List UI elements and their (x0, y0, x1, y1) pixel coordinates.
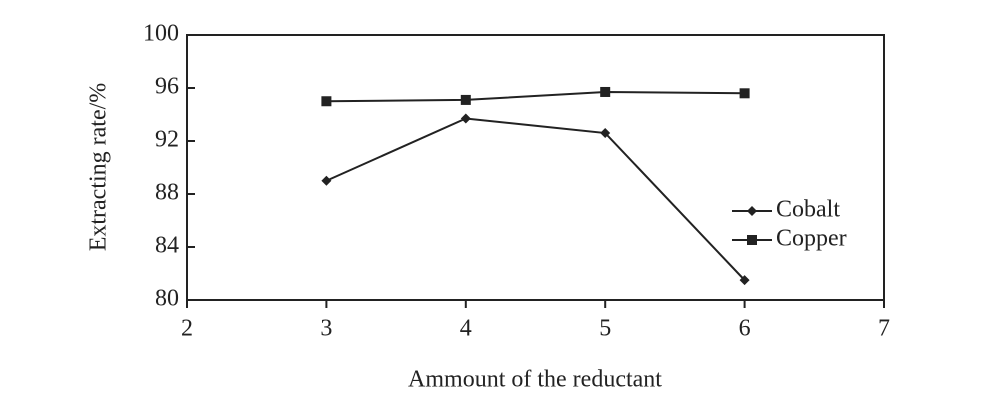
legend-marker (747, 206, 757, 216)
marker (321, 96, 332, 107)
marker (739, 88, 750, 99)
y-tick-label: 96 (155, 74, 179, 100)
legend-label: Copper (776, 226, 847, 252)
y-tick-label: 100 (143, 21, 179, 47)
x-tick-label: 4 (460, 316, 472, 342)
x-axis-label: Ammount of the reductant (408, 367, 662, 393)
series-line (325, 117, 746, 281)
x-tick-label: 5 (599, 316, 611, 342)
legend-marker (747, 235, 757, 245)
legend-label: Cobalt (776, 197, 840, 223)
x-tick-label: 3 (320, 316, 332, 342)
marker (600, 86, 611, 97)
marker (739, 275, 750, 286)
x-tick-label: 2 (181, 316, 193, 342)
y-tick-label: 92 (155, 127, 179, 153)
y-tick-label: 84 (155, 233, 179, 259)
y-tick-label: 80 (155, 286, 179, 312)
x-tick-label: 7 (878, 316, 890, 342)
marker (460, 113, 471, 124)
marker (321, 175, 332, 186)
marker (460, 94, 471, 105)
marker (600, 128, 611, 139)
x-tick-label: 6 (739, 316, 751, 342)
plot-frame (186, 34, 885, 301)
y-axis-label: Extracting rate/% (86, 83, 112, 252)
series-line (326, 90, 745, 103)
y-tick-label: 88 (155, 180, 179, 206)
